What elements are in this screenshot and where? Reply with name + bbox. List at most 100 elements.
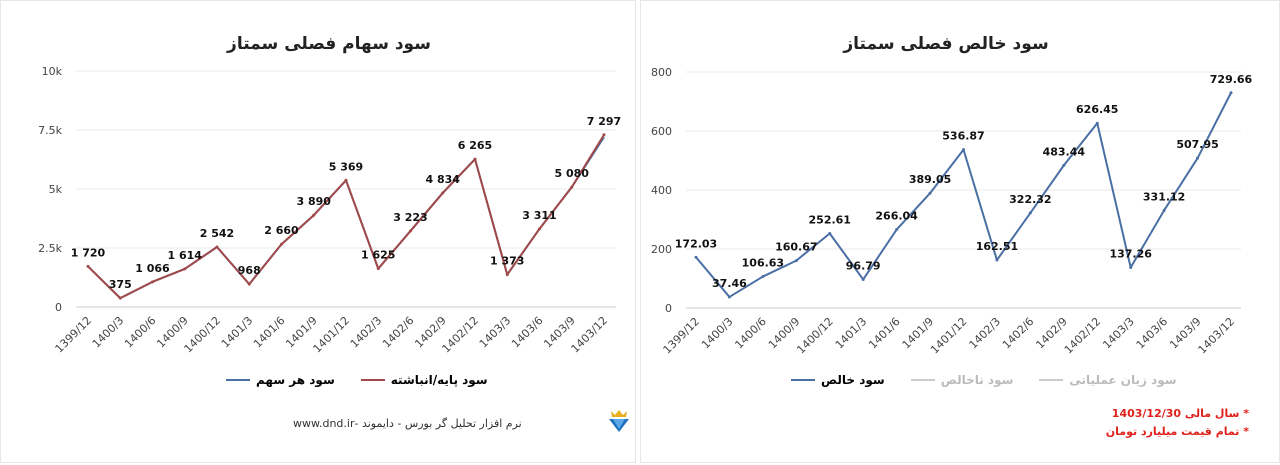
- data-label: 3 311: [522, 209, 556, 222]
- data-label: 322.32: [1009, 193, 1051, 206]
- x-tick-label: 1401/12: [928, 315, 970, 357]
- data-label: 507.95: [1176, 138, 1218, 151]
- data-point: [694, 255, 698, 259]
- data-label: 137.26: [1109, 248, 1152, 261]
- data-label: 729.66: [1210, 73, 1253, 86]
- data-label: 483.44: [1043, 145, 1086, 158]
- data-label: 160.67: [775, 241, 817, 254]
- x-tick-label: 1401/3: [833, 315, 870, 352]
- data-point: [995, 258, 999, 262]
- x-tick-label: 1403/6: [1134, 315, 1171, 352]
- data-point: [1162, 208, 1166, 212]
- data-point: [1028, 211, 1032, 215]
- data-label: 331.12: [1143, 190, 1185, 203]
- x-tick-label: 1399/12: [53, 314, 95, 356]
- data-label: 7 297: [587, 115, 621, 128]
- data-label: 536.87: [942, 130, 984, 143]
- data-point: [215, 245, 219, 249]
- x-tick-label: 1402/3: [348, 314, 385, 351]
- data-point: [344, 178, 348, 182]
- data-point: [1229, 91, 1233, 95]
- legend-swatch: [226, 379, 250, 381]
- data-point: [570, 185, 574, 189]
- data-label: 2 660: [264, 224, 299, 237]
- legend-swatch: [910, 379, 935, 381]
- x-tick-label: 1402/6: [380, 314, 417, 351]
- data-point: [1062, 163, 1066, 167]
- data-label: 375: [109, 278, 132, 291]
- x-tick-label: 1403/6: [509, 314, 546, 351]
- legend-label: سود زیان عملیاتی: [1069, 373, 1177, 387]
- legend-item-eps[interactable]: سود هر سهم: [226, 373, 335, 387]
- data-point: [247, 282, 251, 286]
- y-tick-label: 10k: [42, 65, 63, 78]
- data-label: 6 265: [458, 139, 492, 152]
- data-label: 968: [238, 264, 261, 277]
- x-tick-label: 1402/12: [1062, 315, 1104, 357]
- data-label: 266.04: [875, 210, 918, 223]
- x-tick-label: 1402/3: [966, 315, 1003, 352]
- data-point: [828, 231, 832, 235]
- legend-label: سود خالص: [821, 373, 885, 387]
- y-tick-label: 200: [651, 243, 672, 256]
- x-tick-label: 1400/3: [90, 314, 127, 351]
- x-tick-label: 1400/6: [732, 315, 769, 352]
- x-tick-label: 1400/3: [699, 315, 736, 352]
- data-point: [538, 227, 541, 231]
- y-tick-label: 400: [651, 184, 672, 197]
- legend-item-net[interactable]: سود خالص: [791, 373, 885, 387]
- data-point: [376, 267, 380, 271]
- data-point: [895, 228, 899, 232]
- data-point: [312, 213, 316, 217]
- net-profit-legend: سود زیان عملیاتی سود ناخالص سود خالص: [791, 373, 1177, 387]
- x-tick-label: 1400/12: [794, 315, 836, 357]
- x-tick-label: 1402/6: [1000, 315, 1037, 352]
- legend-swatch: [791, 379, 815, 381]
- diamond-icon: [609, 410, 629, 432]
- data-point: [280, 242, 283, 246]
- data-point: [86, 264, 90, 268]
- x-tick-label: 1403/12: [1196, 315, 1238, 357]
- data-label: 106.63: [742, 257, 784, 270]
- data-label: 4 834: [426, 173, 461, 186]
- legend-item-operating[interactable]: سود زیان عملیاتی: [1039, 373, 1177, 387]
- chart-title: سود سهام فصلی سمتاز: [226, 34, 431, 54]
- data-label: 96.79: [846, 259, 881, 272]
- legend-label: سود هر سهم: [256, 373, 335, 387]
- data-label: 3 223: [393, 211, 427, 224]
- data-label: 626.45: [1076, 103, 1118, 116]
- legend-label: سود ناخالص: [940, 373, 1014, 387]
- y-tick-label: 0: [665, 302, 672, 315]
- x-tick-label: 1403/3: [1100, 315, 1137, 352]
- x-tick-label: 1401/6: [251, 314, 288, 351]
- net-profit-chart: سود خالص فصلی سمتاز02004006008001399/121…: [651, 34, 1253, 357]
- data-point: [151, 280, 154, 284]
- data-label: 389.05: [909, 173, 951, 186]
- data-label: 172.03: [675, 237, 717, 250]
- data-label: 1 373: [490, 255, 524, 268]
- data-point: [1196, 156, 1200, 160]
- x-tick-label: 1403/3: [477, 314, 514, 351]
- x-tick-label: 1400/6: [122, 314, 159, 351]
- legend-item-gross[interactable]: سود ناخالص: [910, 373, 1014, 387]
- eps-chart: سود سهام فصلی سمتاز 0 2.5k 5k 7.5k 10k 1399/12…: [38, 34, 621, 356]
- data-point: [118, 296, 122, 300]
- data-label: 162.51: [976, 240, 1018, 253]
- data-point: [183, 267, 187, 271]
- unit-note: * تمام قیمت میلیارد تومان: [1105, 425, 1249, 438]
- y-tick-label: 0: [55, 301, 62, 314]
- legend-item-retained[interactable]: سود پایه/انباشته: [360, 373, 488, 387]
- data-point: [1095, 121, 1099, 125]
- data-point: [409, 229, 412, 233]
- legend-swatch: [360, 379, 385, 381]
- data-point: [1129, 266, 1133, 270]
- chart-title: سود خالص فصلی سمتاز: [842, 34, 1048, 54]
- y-tick-label: 600: [651, 125, 672, 138]
- x-tick-label: 1399/12: [661, 315, 703, 357]
- data-point: [727, 295, 731, 299]
- data-label: 1 614: [168, 249, 203, 262]
- data-label: 1 720: [71, 246, 106, 259]
- y-tick-label: 2.5k: [38, 242, 62, 255]
- y-tick-label: 5k: [49, 183, 63, 196]
- fiscal-year-note: * سال مالی 1403/12/30: [1111, 407, 1249, 420]
